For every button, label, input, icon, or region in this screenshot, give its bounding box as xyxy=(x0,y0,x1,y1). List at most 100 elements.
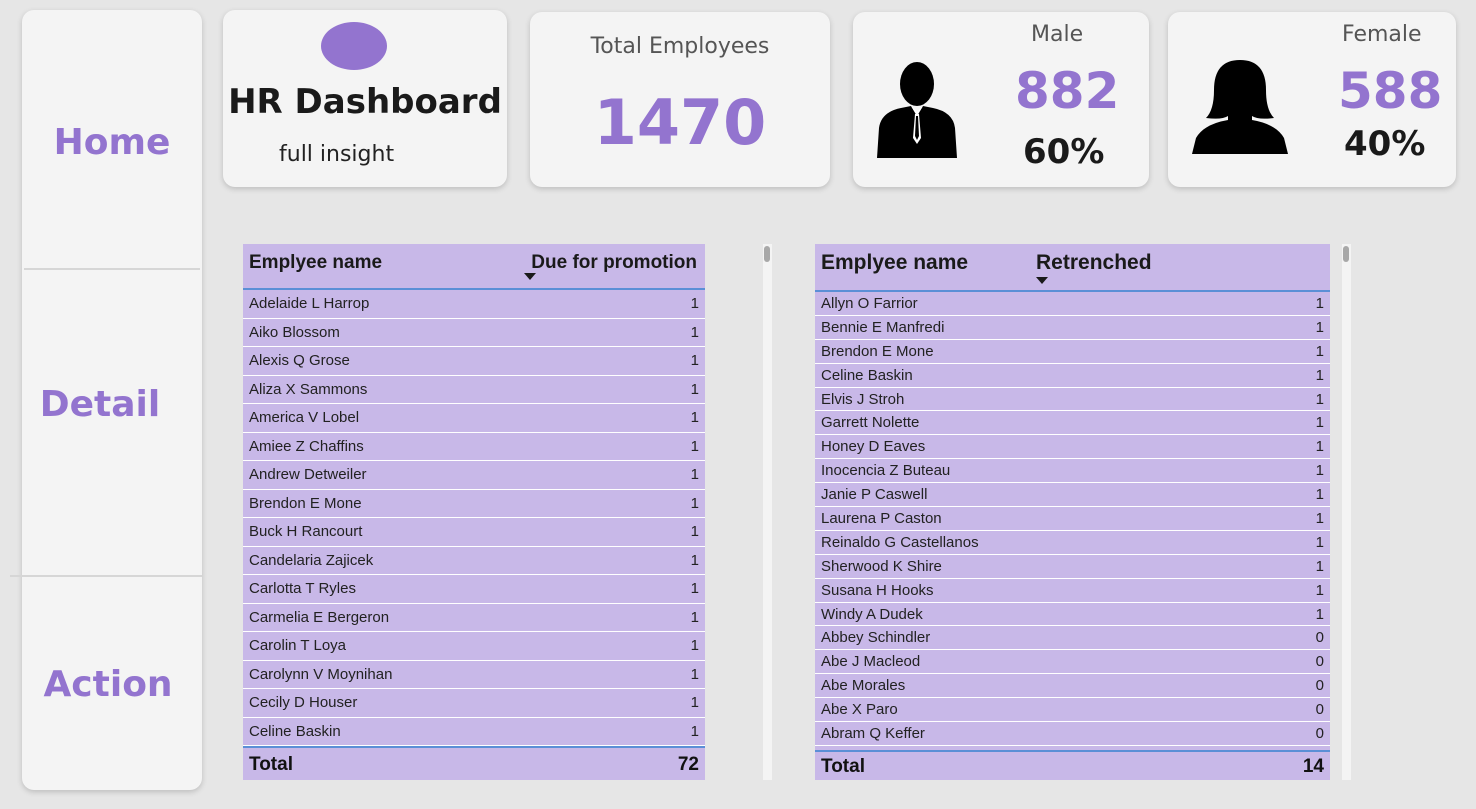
male-person-icon xyxy=(877,62,957,158)
male-label: Male xyxy=(1031,22,1084,47)
promotion-table: Emplyee name Due for promotion Adelaide … xyxy=(243,244,705,780)
female-count: 588 xyxy=(1338,62,1443,120)
value-cell: 1 xyxy=(1315,462,1324,480)
value-cell: 1 xyxy=(690,380,699,398)
value-cell: 1 xyxy=(1315,366,1324,384)
scrollbar-thumb[interactable] xyxy=(1343,246,1349,262)
value-cell: 1 xyxy=(1315,557,1324,575)
table-row[interactable]: Abbey Schindler 0 xyxy=(815,626,1330,651)
table-row[interactable]: Susana H Hooks 1 xyxy=(815,579,1330,603)
value-cell: 1 xyxy=(1315,510,1324,528)
value-cell: 1 xyxy=(690,409,699,426)
value-cell: 1 xyxy=(690,551,699,569)
value-cell: 1 xyxy=(690,466,699,483)
value-cell: 0 xyxy=(1315,653,1324,671)
employee-name-cell: Brendon E Mone xyxy=(821,342,934,360)
table-row[interactable]: Cecily D Houser 1 xyxy=(243,689,705,718)
table-row[interactable]: America V Lobel 1 xyxy=(243,404,705,433)
value-cell: 1 xyxy=(1315,414,1324,432)
total-label: Total xyxy=(249,754,293,775)
table-row[interactable]: Brendon E Mone 1 xyxy=(815,340,1330,364)
column-header-promotion[interactable]: Due for promotion xyxy=(531,252,697,273)
table-row[interactable]: Bennie E Manfredi 1 xyxy=(815,316,1330,340)
value-cell: 1 xyxy=(690,722,699,740)
table-row[interactable]: Abe X Paro 0 xyxy=(815,698,1330,723)
table-row[interactable]: Buck H Rancourt 1 xyxy=(243,518,705,547)
column-header-retrenched[interactable]: Retrenched xyxy=(1036,251,1152,274)
employee-name-cell: America V Lobel xyxy=(249,409,360,426)
value-cell: 1 xyxy=(690,494,699,512)
table-row[interactable]: Alexis Q Grose 1 xyxy=(243,347,705,376)
value-cell: 1 xyxy=(690,637,699,654)
nav-detail-button[interactable]: Detail xyxy=(39,384,161,425)
table-row[interactable]: Garrett Nolette 1 xyxy=(815,411,1330,436)
table-row[interactable]: Abe J Macleod 0 xyxy=(815,650,1330,675)
employee-name-cell: Abe Morales xyxy=(821,677,906,695)
table-row[interactable]: Amiee Z Chaffins 1 xyxy=(243,433,705,461)
value-cell: 1 xyxy=(690,608,699,626)
employee-name-cell: Abe X Paro xyxy=(821,701,898,719)
table-row[interactable]: Candelaria Zajicek 1 xyxy=(243,547,705,575)
female-label: Female xyxy=(1342,22,1422,47)
table-row[interactable]: Carmelia E Bergeron 1 xyxy=(243,604,705,632)
value-cell: 1 xyxy=(1315,342,1324,360)
table-row[interactable]: Elvis J Stroh 1 xyxy=(815,388,1330,412)
table-row[interactable]: Abram Q Keffer 0 xyxy=(815,722,1330,746)
table-row[interactable]: Sherwood K Shire 1 xyxy=(815,555,1330,579)
male-card: Male 882 60% xyxy=(853,12,1149,187)
sort-desc-icon[interactable] xyxy=(1036,277,1048,284)
female-percent: 40% xyxy=(1344,124,1426,164)
table-row[interactable]: Carolynn V Moynihan 1 xyxy=(243,661,705,689)
employee-name-cell: Celine Baskin xyxy=(249,722,341,740)
total-label: Total xyxy=(821,756,865,777)
table-row[interactable]: Aiko Blossom 1 xyxy=(243,319,705,347)
table-row[interactable]: Laurena P Caston 1 xyxy=(815,507,1330,531)
value-cell: 1 xyxy=(690,437,699,455)
value-cell: 1 xyxy=(1315,390,1324,408)
total-value: 72 xyxy=(677,754,699,775)
value-cell: 1 xyxy=(690,694,699,711)
table-row[interactable]: Windy A Dudek 1 xyxy=(815,603,1330,627)
nav-home-button[interactable]: Home xyxy=(53,122,171,163)
value-cell: 1 xyxy=(1315,581,1324,599)
value-cell: 1 xyxy=(1315,486,1324,504)
employee-name-cell: Carolin T Loya xyxy=(249,637,347,654)
sort-desc-icon[interactable] xyxy=(524,273,536,280)
value-cell: 0 xyxy=(1315,677,1324,695)
employee-name-cell: Allyn O Farrior xyxy=(821,295,918,312)
column-header-name[interactable]: Emplyee name xyxy=(821,251,969,274)
employee-name-cell: Reinaldo G Castellanos xyxy=(821,533,979,551)
promotion-scrollbar[interactable] xyxy=(763,244,772,780)
table-row[interactable]: Carlotta T Ryles 1 xyxy=(243,575,705,604)
table-row[interactable]: Honey D Eaves 1 xyxy=(815,435,1330,460)
nav-divider xyxy=(24,268,200,270)
table-row[interactable]: Allyn O Farrior 1 xyxy=(815,292,1330,316)
employee-name-cell: Garrett Nolette xyxy=(821,414,920,432)
table-row[interactable]: Andrew Detweiler 1 xyxy=(243,461,705,490)
page-subtitle: full insight xyxy=(279,142,395,167)
table-row[interactable]: Inocencia Z Buteau 1 xyxy=(815,459,1330,484)
total-employees-label: Total Employees xyxy=(590,34,770,59)
nav-action-button[interactable]: Action xyxy=(43,664,173,705)
retrenched-scrollbar[interactable] xyxy=(1342,244,1351,780)
value-cell: 1 xyxy=(1315,318,1324,336)
employee-name-cell: Cecily D Houser xyxy=(249,694,358,711)
title-card: HR Dashboard full insight xyxy=(223,10,507,187)
table-row[interactable]: Janie P Caswell 1 xyxy=(815,483,1330,508)
scrollbar-thumb[interactable] xyxy=(764,246,770,262)
table-row[interactable]: Brendon E Mone 1 xyxy=(243,490,705,518)
employee-name-cell: Abbey Schindler xyxy=(821,629,931,647)
employee-name-cell: Brendon E Mone xyxy=(249,494,362,512)
table-row[interactable]: Reinaldo G Castellanos 1 xyxy=(815,531,1330,555)
table-row[interactable]: Aliza X Sammons 1 xyxy=(243,376,705,404)
table-row[interactable]: Abe Morales 0 xyxy=(815,674,1330,699)
employee-name-cell: Andrew Detweiler xyxy=(249,466,367,483)
table-row[interactable]: Celine Baskin 1 xyxy=(815,364,1330,388)
column-header-name[interactable]: Emplyee name xyxy=(249,252,383,273)
table-row[interactable]: Adelaide L Harrop 1 xyxy=(243,290,705,319)
table-row[interactable]: Celine Baskin 1 xyxy=(243,718,705,746)
female-person-icon xyxy=(1192,60,1288,154)
table-row[interactable]: Carolin T Loya 1 xyxy=(243,632,705,661)
value-cell: 1 xyxy=(1315,295,1324,312)
employee-name-cell: Amiee Z Chaffins xyxy=(249,437,364,455)
